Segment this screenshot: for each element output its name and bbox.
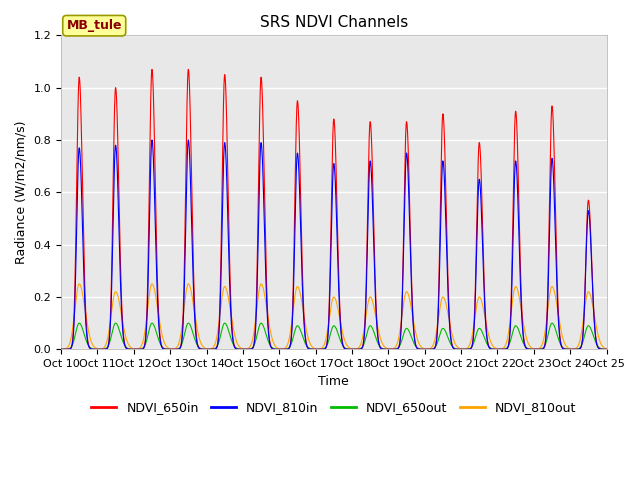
NDVI_810out — [80, 297, 88, 303]
NDVI_810in — [57, 347, 65, 352]
NDVI_810in — [90, 347, 97, 352]
NDVI_650in — [60, 347, 67, 352]
NDVI_810in — [164, 347, 172, 352]
NDVI_650in — [164, 347, 172, 352]
NDVI_810out — [90, 343, 97, 349]
NDVI_650in — [57, 347, 65, 352]
NDVI_650out — [324, 340, 332, 346]
NDVI_650in — [184, 66, 192, 72]
NDVI_650out — [60, 347, 67, 352]
NDVI_810in — [574, 347, 582, 352]
NDVI_650out — [574, 346, 582, 352]
NDVI_810out — [184, 281, 192, 287]
NDVI_810in — [603, 347, 611, 352]
NDVI_810in — [184, 137, 192, 143]
Line: NDVI_650out: NDVI_650out — [61, 323, 607, 349]
NDVI_650out — [80, 329, 88, 335]
Legend: NDVI_650in, NDVI_810in, NDVI_650out, NDVI_810out: NDVI_650in, NDVI_810in, NDVI_650out, NDV… — [86, 396, 581, 420]
NDVI_650in — [324, 333, 332, 338]
NDVI_650in — [90, 347, 97, 352]
NDVI_650out — [112, 320, 120, 326]
Title: SRS NDVI Channels: SRS NDVI Channels — [260, 15, 408, 30]
NDVI_810out — [57, 347, 65, 352]
NDVI_650out — [90, 346, 97, 352]
NDVI_650in — [80, 236, 88, 242]
NDVI_650in — [603, 347, 611, 352]
Line: NDVI_810in: NDVI_810in — [61, 140, 607, 349]
NDVI_650out — [57, 347, 65, 352]
Line: NDVI_650in: NDVI_650in — [61, 69, 607, 349]
NDVI_650out — [164, 347, 172, 352]
Y-axis label: Radiance (W/m2/nm/s): Radiance (W/m2/nm/s) — [15, 120, 28, 264]
NDVI_810out — [324, 326, 332, 332]
NDVI_810in — [324, 335, 332, 341]
NDVI_810out — [603, 346, 611, 352]
Text: MB_tule: MB_tule — [67, 19, 122, 32]
NDVI_810out — [574, 344, 582, 349]
NDVI_810out — [164, 345, 172, 351]
NDVI_650out — [603, 347, 611, 352]
NDVI_810in — [60, 347, 67, 352]
NDVI_810in — [80, 265, 88, 271]
Line: NDVI_810out: NDVI_810out — [61, 284, 607, 349]
NDVI_810out — [60, 347, 67, 352]
NDVI_650in — [574, 347, 582, 352]
X-axis label: Time: Time — [319, 374, 349, 387]
